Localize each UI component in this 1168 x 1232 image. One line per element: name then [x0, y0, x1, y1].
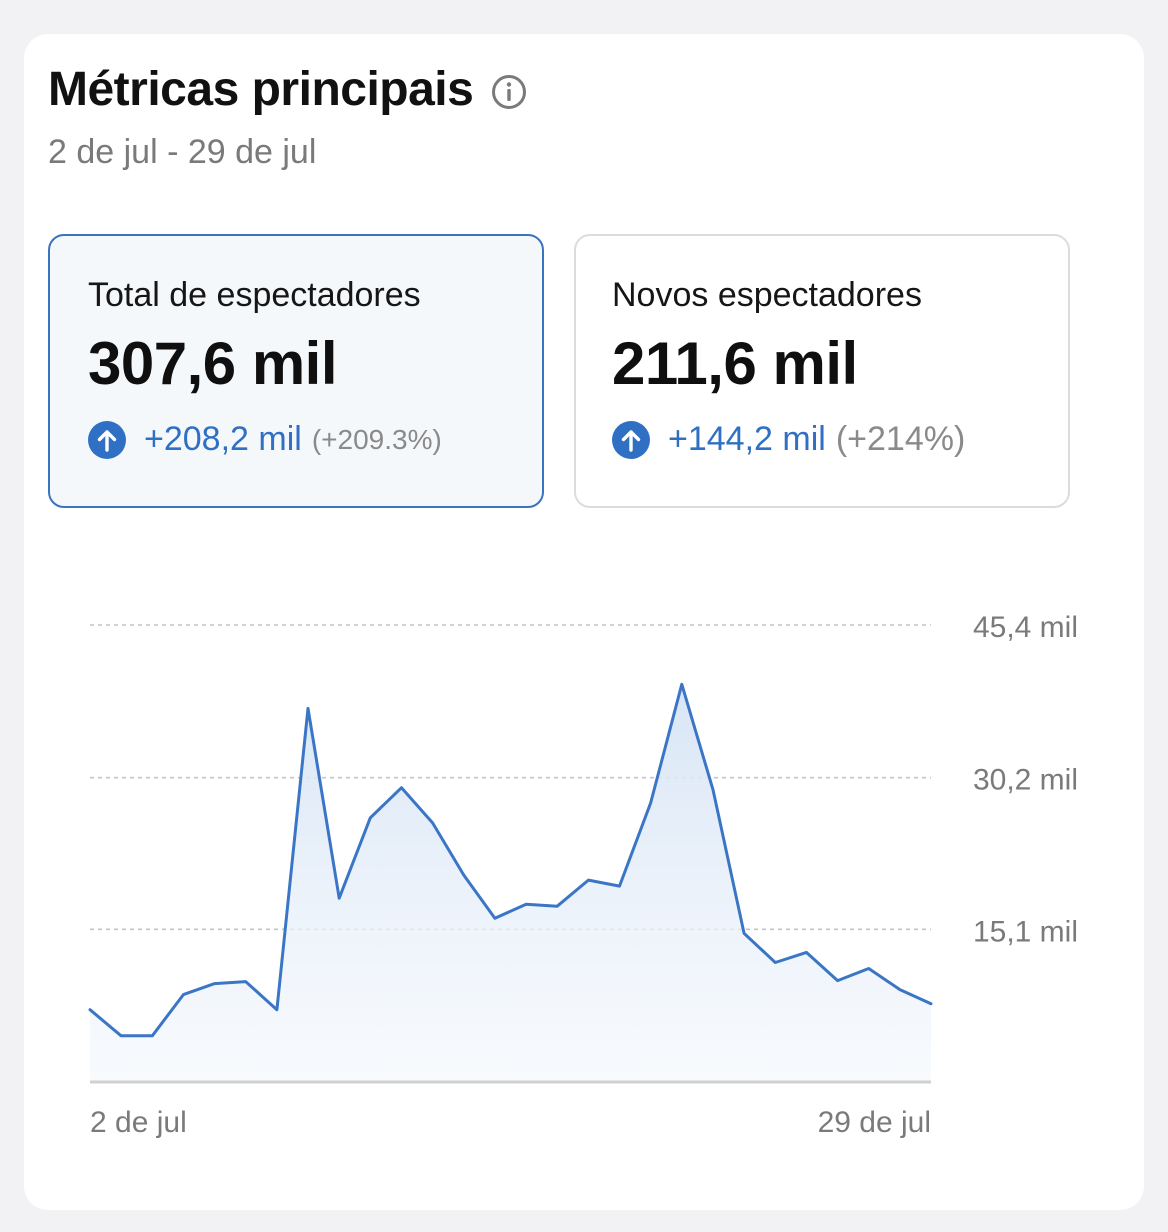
- metric-label: Total de espectadores: [88, 276, 421, 314]
- metric-change-percent: (+209.3%): [311, 423, 442, 455]
- metric-value: 307,6 mil: [88, 330, 338, 397]
- area-fill: [90, 684, 931, 1081]
- info-icon[interactable]: [491, 74, 527, 110]
- metric-value: 211,6 mil: [612, 330, 858, 397]
- y-tick-label: 45,4 mil: [973, 611, 1078, 644]
- series-line: [88, 682, 933, 1038]
- x-tick-label: 29 de jul: [818, 1106, 931, 1139]
- metric-label: Novos espectadores: [612, 276, 922, 314]
- title-row: Métricas principais: [48, 62, 527, 117]
- metric-card-new-viewers[interactable]: Novos espectadores 211,6 mil +144,2 mil …: [574, 234, 1070, 508]
- metric-card-total-viewers[interactable]: Total de espectadores 307,6 mil +208,2 m…: [48, 234, 544, 508]
- card-title: Métricas principais: [48, 63, 474, 116]
- date-range: 2 de jul - 29 de jul: [48, 133, 317, 171]
- y-tick-label: 15,1 mil: [973, 915, 1078, 948]
- y-tick-label: 30,2 mil: [973, 764, 1078, 797]
- metric-change-value: +144,2 mil: [668, 420, 826, 458]
- arrow-up-circle-icon: [612, 420, 650, 459]
- metric-change-percent: (+214%): [835, 420, 966, 458]
- metric-change: +208,2 mil (+209.3%): [88, 420, 542, 459]
- x-tick-label: 2 de jul: [90, 1106, 187, 1139]
- metric-change-value: +208,2 mil: [144, 420, 302, 458]
- card-header: Métricas principais 2 de jul - 29 de jul: [48, 62, 527, 172]
- arrow-up-circle-icon: [88, 420, 126, 459]
- metric-change: +144,2 mil (+214%): [612, 420, 1068, 459]
